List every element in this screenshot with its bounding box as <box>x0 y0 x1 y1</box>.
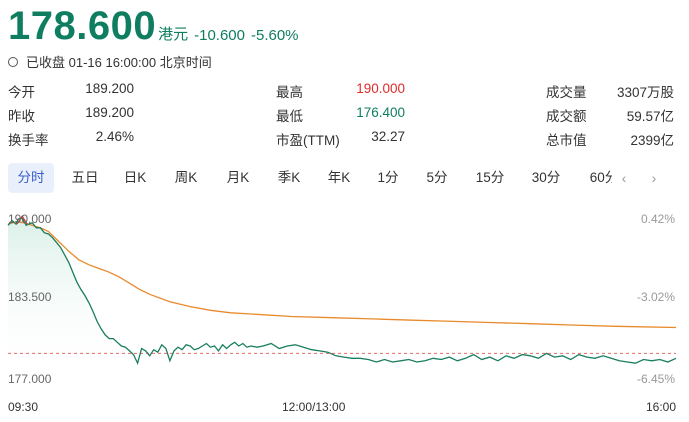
volume-label: 成交量 <box>546 85 587 100</box>
open-value: 189.200 <box>85 81 134 96</box>
market-status-text: 已收盘 01-16 16:00:00 北京时间 <box>26 55 212 70</box>
tab-5-min[interactable]: 5分 <box>426 170 448 185</box>
market-cap-label: 总市值 <box>546 133 587 148</box>
high-label: 最高 <box>276 85 303 100</box>
tab-daily-k[interactable]: 日K <box>123 170 147 185</box>
low-value: 176.400 <box>356 105 405 120</box>
prev-close-value: 189.200 <box>85 105 134 120</box>
tab-weekly-k[interactable]: 周K <box>174 170 198 185</box>
price-area <box>8 218 676 364</box>
y-tick-left-1: 183.500 <box>8 290 52 304</box>
amount-label: 成交额 <box>546 109 587 124</box>
y-tick-left-2: 177.000 <box>8 372 52 386</box>
amount-value: 59.57亿 <box>626 109 674 124</box>
period-tabs: 分时 五日 日K 周K 月K 季K 年K 1分 5分 15分 30分 60分 ‹… <box>8 161 689 195</box>
current-price: 178.600 <box>8 4 157 48</box>
chevron-left-icon[interactable]: ‹ <box>612 161 636 195</box>
quote-header: 178.600 港元 -10.600 -5.60% <box>8 2 299 50</box>
average-price-line <box>7 221 677 329</box>
pe-label: 市盈(TTM) <box>276 133 340 148</box>
stats-grid: 今开 189.200 最高 190.000 成交量 3307万股 昨收 189.… <box>0 78 689 150</box>
y-tick-right-1: -3.02% <box>636 290 675 304</box>
y-tick-right-2: -6.45% <box>636 372 675 386</box>
tab-quarterly-k[interactable]: 季K <box>277 170 301 185</box>
price-change: -10.600 <box>194 27 245 44</box>
chevron-right-icon[interactable]: › <box>642 161 666 195</box>
tab-monthly-k[interactable]: 月K <box>226 170 250 185</box>
clock-icon <box>8 56 18 67</box>
tab-15-min[interactable]: 15分 <box>475 170 505 185</box>
market-status: 已收盘 01-16 16:00:00 北京时间 <box>8 52 212 71</box>
intraday-chart: 190.000 183.500 177.000 0.42% -3.02% -6.… <box>0 200 689 422</box>
low-label: 最低 <box>276 109 303 124</box>
price-line <box>7 217 677 366</box>
tab-60-min[interactable]: 60分 <box>589 170 619 185</box>
volume-value: 3307万股 <box>616 85 674 100</box>
high-value: 190.000 <box>356 81 405 96</box>
stats-row-1: 今开 189.200 最高 190.000 成交量 3307万股 <box>0 78 689 102</box>
intraday-chart-svg <box>7 215 677 366</box>
x-tick-midday: 12:00/13:00 <box>282 400 346 414</box>
x-tick-close: 16:00 <box>646 400 677 414</box>
price-change-percent: -5.60% <box>250 27 299 44</box>
market-cap-value: 2399亿 <box>630 133 674 148</box>
tab-30-min[interactable]: 30分 <box>531 170 561 185</box>
tab-intraday[interactable]: 分时 <box>8 163 54 193</box>
tab-yearly-k[interactable]: 年K <box>327 170 351 185</box>
prev-close-label: 昨收 <box>8 109 35 124</box>
y-tick-right-0: 0.42% <box>640 212 675 226</box>
pe-value: 32.27 <box>371 129 405 144</box>
y-tick-left-0: 190.000 <box>8 212 52 226</box>
stats-row-2: 昨收 189.200 最低 176.400 成交额 59.57亿 <box>0 102 689 126</box>
tab-five-day[interactable]: 五日 <box>71 170 99 185</box>
tab-1-min[interactable]: 1分 <box>377 170 399 185</box>
stats-row-3: 换手率 2.46% 市盈(TTM) 32.27 总市值 2399亿 <box>0 126 689 150</box>
x-tick-open: 09:30 <box>8 400 39 414</box>
open-label: 今开 <box>8 85 35 100</box>
high-marker-icon <box>16 215 28 225</box>
turnover-rate-value: 2.46% <box>95 129 134 144</box>
turnover-rate-label: 换手率 <box>8 133 49 148</box>
currency-label: 港元 <box>158 26 189 43</box>
